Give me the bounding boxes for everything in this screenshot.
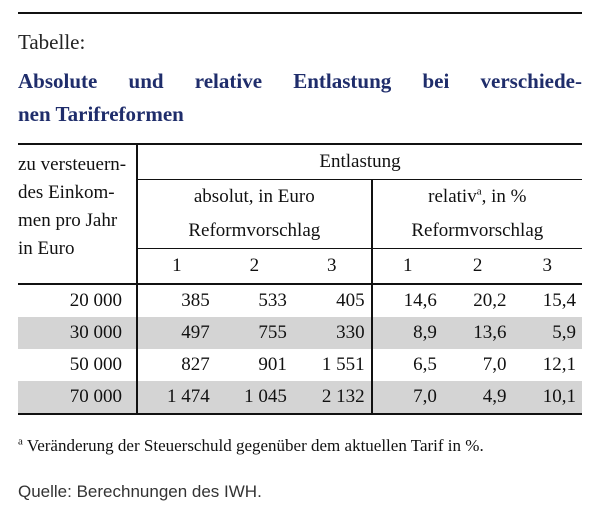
abs-cell: 405 [292,284,373,317]
rel-cell: 20,2 [473,290,507,311]
relative-prefix: relativ [428,186,477,207]
abs-cell: 385 [181,290,210,311]
rel-cell: 6,5 [413,354,437,375]
rel-cell: 8,9 [371,317,443,349]
income-cell: 70 000 [18,381,138,415]
footnote-marker: a [476,185,482,198]
table-label: Tabelle: [18,30,86,54]
table-row: 70 000 1 474 1 045 2 132 7,0 4,9 10,1 [18,381,582,415]
table-row: 50 000 827 901 1 551 6,5 7,0 12,1 [18,349,582,381]
abs-cell: 497 [137,317,216,349]
income-header-line: men pro Jahr [18,210,118,231]
relative-group-header: relativa, in % [372,180,582,215]
footnote-mark: a [18,435,23,448]
income-column-header: zu versteuern- des Einkom- men pro Jahr … [18,143,138,285]
abs-cell: 1 551 [292,349,373,381]
rel-cell: 15,4 [542,290,576,311]
table-row: 20 000 385 533 405 14,6 20,2 15,4 [18,284,582,317]
rel-cell: 14,6 [403,290,437,311]
proposal-number: 3 [512,248,582,285]
abs-cell: 2 132 [292,381,373,415]
abs-cell: 827 [181,354,210,375]
entlastung-header: Entlastung [137,143,582,180]
proposal-number: 1 [371,248,443,285]
rel-cell: 5,9 [512,317,582,349]
proposal-number: 3 [292,248,373,285]
income-cell: 20 000 [18,284,138,317]
abs-cell: 1 045 [215,381,293,415]
abs-cell: 533 [258,290,287,311]
income-header-line: in Euro [18,238,75,259]
title-line-2: nen Tarifreformen [18,102,184,126]
rel-cell: 7,0 [482,354,507,375]
table-row: 30 000 497 755 330 8,9 13,6 5,9 [18,317,582,349]
title-line-1: Absolute und relative Entlastung bei ver… [18,69,582,93]
top-rule [18,12,582,14]
income-header-line: zu versteuern- [18,154,127,175]
source-line: Quelle: Berechnungen des IWH. [18,482,262,501]
abs-cell: 330 [292,317,373,349]
table-title: Absolute und relative Entlastung bei ver… [18,65,588,131]
proposal-number: 2 [442,248,513,285]
rel-cell: 10,1 [512,381,582,415]
absolute-group-header: absolut, in Euro [137,179,373,214]
reform-subheader-relative: Reformvorschlag [411,220,544,241]
abs-cell: 755 [215,317,293,349]
abs-cell: 901 [258,354,287,375]
relative-suffix: , in % [481,186,527,207]
abs-cell: 1 474 [137,381,216,415]
proposal-number: 2 [215,248,293,285]
proposal-number: 1 [137,248,216,285]
rel-cell: 13,6 [442,317,513,349]
footnote-text: Veränderung der Steuerschuld gegenüber d… [22,436,484,455]
income-cell: 30 000 [18,317,138,349]
rel-cell: 7,0 [371,381,443,415]
reform-subheader-absolute: Reformvorschlag [137,214,373,249]
footnote: a Veränderung der Steuerschuld gegenüber… [18,436,484,456]
rel-cell: 12,1 [542,354,576,375]
rel-cell: 4,9 [442,381,513,415]
income-header-line: des Einkom- [18,182,115,203]
relief-table: zu versteuern- des Einkom- men pro Jahr … [18,143,582,415]
income-cell: 50 000 [18,349,138,381]
